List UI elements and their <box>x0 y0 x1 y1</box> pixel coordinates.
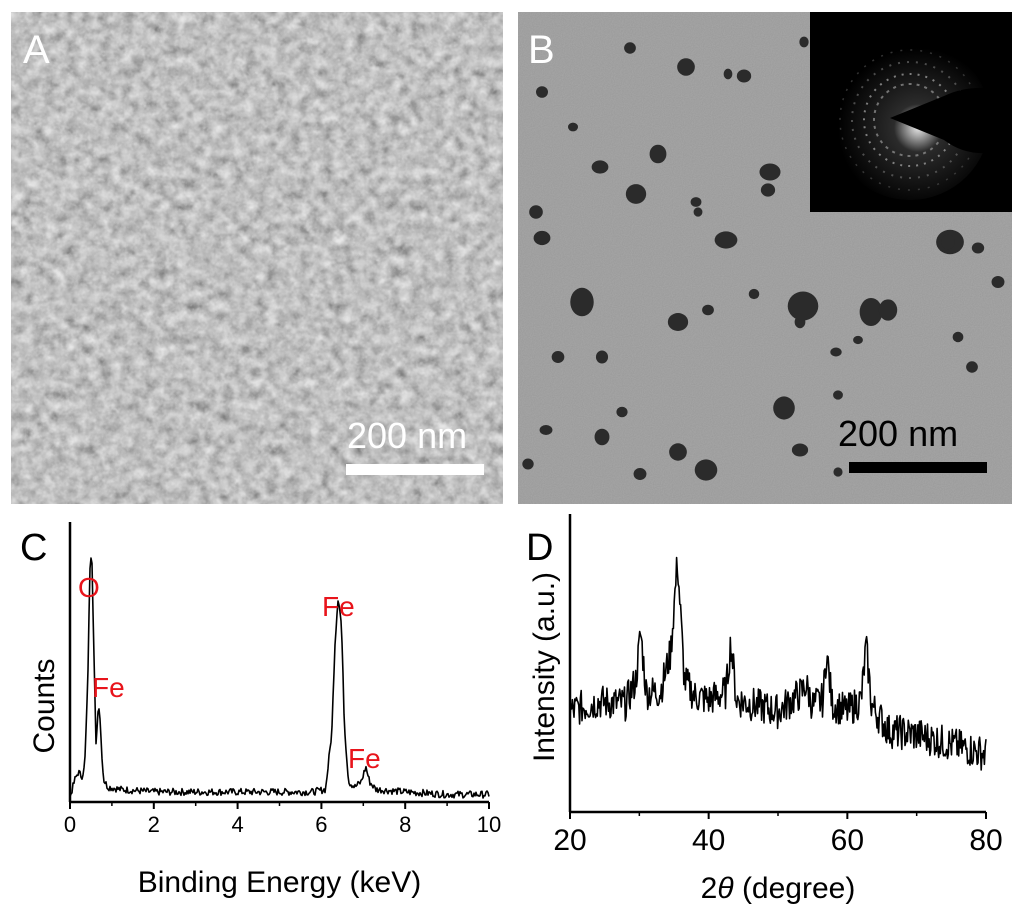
x-tick-label: 80 <box>969 824 1002 857</box>
nanoparticle <box>616 406 628 418</box>
scale-bar-a <box>346 464 484 475</box>
tem-micrograph <box>518 12 1012 504</box>
peak-label: Fe <box>92 672 125 703</box>
spectrum-line <box>69 557 490 799</box>
xrd-pattern-panel: D 20 40 60 80 2θ (degree) Intensity (a.u.) <box>512 510 1024 915</box>
nanoparticle <box>624 42 636 54</box>
nanoparticle <box>791 443 809 457</box>
nanoparticle <box>694 459 718 481</box>
nanoparticle <box>853 335 863 345</box>
nanoparticle <box>723 68 733 80</box>
nanoparticle <box>667 313 689 331</box>
x-tick-label: 40 <box>692 824 725 857</box>
x-tick-label: 4 <box>231 812 243 837</box>
panel-letter-b: B <box>528 28 555 72</box>
nanoparticle <box>595 350 609 364</box>
nanoparticle <box>568 122 578 132</box>
nanoparticle <box>859 297 883 327</box>
nanoparticle <box>594 428 610 446</box>
nanoparticle <box>787 291 819 321</box>
nanoparticle <box>591 160 609 174</box>
nanoparticle <box>952 331 964 343</box>
nanoparticle <box>759 163 781 181</box>
nanoparticle <box>633 468 647 480</box>
sem-micrograph <box>11 12 503 504</box>
nanoparticle <box>551 351 565 363</box>
x-axis-title: 2θ (degree) <box>701 872 856 905</box>
nanoparticle <box>649 144 667 164</box>
nanoparticle <box>833 390 843 400</box>
nanoparticle <box>690 197 702 207</box>
nanoparticle <box>830 347 842 357</box>
x-tick-label: 60 <box>831 824 864 857</box>
saed-inset <box>810 12 1012 212</box>
nanoparticle <box>529 205 543 219</box>
nanoparticle <box>991 276 1005 288</box>
y-axis-title: Counts <box>28 658 61 753</box>
scale-bar-b <box>849 462 987 473</box>
nanoparticle <box>522 458 534 470</box>
panel-letter-a: A <box>23 28 50 72</box>
nanoparticle <box>799 36 809 48</box>
nanoparticle <box>760 183 776 197</box>
x-tick-label: 0 <box>64 812 76 837</box>
y-axis-title: Intensity (a.u.) <box>528 572 561 762</box>
peak-label: Fe <box>322 591 355 622</box>
x-tick-label: 10 <box>477 812 501 837</box>
nanoparticle <box>536 86 548 98</box>
peak-label: Fe <box>348 743 381 774</box>
spectrum-line <box>569 556 987 771</box>
nanoparticle <box>833 467 843 477</box>
nanoparticle <box>773 396 795 420</box>
nanoparticle <box>941 234 955 250</box>
xrd-chart: D 20 40 60 80 2θ (degree) Intensity (a.u.) <box>526 514 1003 905</box>
nanoparticle <box>702 304 714 316</box>
nanoparticle-group <box>522 36 1005 481</box>
nanoparticle <box>714 231 738 249</box>
nanoparticle <box>971 242 985 254</box>
panel-letter-c: C <box>20 527 47 569</box>
peak-label: O <box>78 572 100 603</box>
panel-letter-d: D <box>526 527 553 569</box>
nanoparticle <box>625 184 647 204</box>
scale-bar-label-a: 200 nm <box>347 415 468 456</box>
scale-bar-label-b: 200 nm <box>838 413 959 454</box>
x-tick-label: 2 <box>148 812 160 837</box>
tem-image-panel: B 200 nm <box>518 12 1012 504</box>
sem-image-panel: A 200 nm <box>11 12 503 504</box>
nanoparticle <box>570 287 594 317</box>
x-tick-label: 8 <box>399 812 411 837</box>
eds-chart: C 0 2 4 6 8 10 Binding Energy (keV) Counts O Fe Fe… <box>20 522 501 899</box>
nanoparticle <box>669 443 687 461</box>
x-tick-label: 20 <box>553 824 586 857</box>
nanoparticle <box>878 299 898 321</box>
nanoparticle <box>533 230 551 246</box>
x-axis-title: Binding Energy (keV) <box>138 866 421 899</box>
nanoparticle <box>539 424 553 436</box>
nanoparticle <box>966 361 978 373</box>
nanoparticle <box>693 207 703 217</box>
nanoparticle <box>677 58 695 76</box>
nanoparticle <box>748 288 760 300</box>
x-tick-label: 6 <box>315 812 327 837</box>
eds-spectrum-panel: C 0 2 4 6 8 10 Binding Energy (keV) Counts O Fe Fe… <box>0 510 512 915</box>
nanoparticle <box>736 69 752 83</box>
